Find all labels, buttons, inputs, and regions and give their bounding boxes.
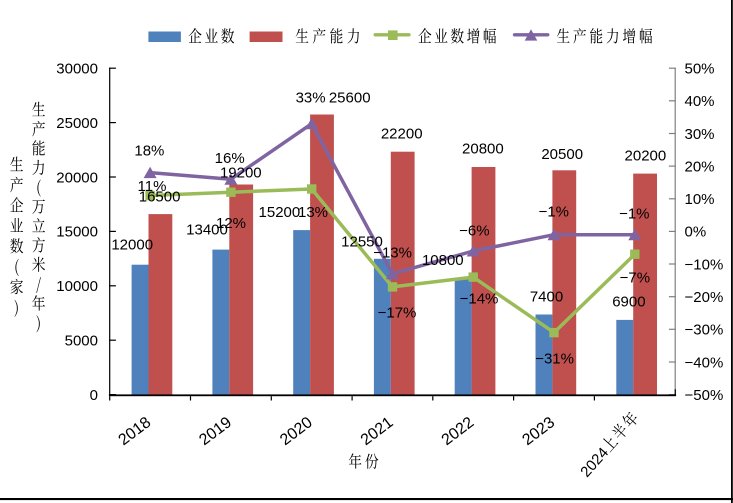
svg-text:−20%: −20%: [685, 289, 724, 306]
svg-text:−13%: −13%: [373, 244, 412, 261]
svg-text:−30%: −30%: [685, 322, 724, 339]
svg-text:33%: 33%: [296, 89, 326, 106]
svg-text:19200: 19200: [220, 165, 262, 182]
svg-text:20000: 20000: [56, 169, 98, 186]
svg-text:30%: 30%: [685, 126, 715, 143]
svg-text:−31%: −31%: [535, 351, 574, 368]
svg-text:15000: 15000: [56, 224, 98, 241]
svg-text:16500: 16500: [139, 189, 181, 206]
svg-text:−10%: −10%: [685, 256, 724, 273]
svg-text:0: 0: [90, 387, 98, 404]
svg-text:7400: 7400: [530, 289, 563, 306]
svg-text:11%: 11%: [138, 178, 167, 195]
svg-text:12550: 12550: [341, 233, 383, 250]
svg-text:15200: 15200: [259, 204, 301, 221]
svg-text:20500: 20500: [541, 146, 583, 163]
svg-text:50%: 50%: [685, 61, 715, 78]
svg-text:−1%: −1%: [539, 204, 569, 221]
svg-text:−14%: −14%: [460, 290, 499, 307]
svg-text:10000: 10000: [56, 278, 98, 295]
svg-text:−1%: −1%: [619, 205, 649, 222]
svg-text:20200: 20200: [625, 148, 667, 165]
svg-text:18%: 18%: [134, 143, 164, 160]
svg-text:12%: 12%: [216, 215, 246, 232]
svg-text:10%: 10%: [685, 191, 715, 208]
svg-text:20800: 20800: [462, 140, 504, 157]
svg-text:−7%: −7%: [620, 269, 650, 286]
svg-text:22200: 22200: [381, 126, 423, 143]
svg-text:10800: 10800: [422, 252, 464, 269]
svg-text:0%: 0%: [685, 224, 707, 241]
svg-text:13400: 13400: [186, 221, 228, 238]
svg-text:5000: 5000: [65, 333, 98, 350]
svg-text:40%: 40%: [685, 93, 715, 110]
svg-text:13%: 13%: [298, 204, 328, 221]
svg-text:12000: 12000: [111, 236, 153, 253]
svg-text:6900: 6900: [612, 293, 645, 310]
svg-text:−40%: −40%: [685, 354, 724, 371]
svg-text:25600: 25600: [329, 89, 371, 106]
svg-text:30000: 30000: [56, 61, 98, 78]
svg-text:25000: 25000: [56, 115, 98, 132]
svg-text:20%: 20%: [685, 158, 715, 175]
svg-text:−6%: −6%: [459, 222, 489, 239]
svg-text:−17%: −17%: [378, 304, 417, 321]
svg-text:−50%: −50%: [685, 387, 724, 404]
svg-text:16%: 16%: [215, 150, 245, 167]
